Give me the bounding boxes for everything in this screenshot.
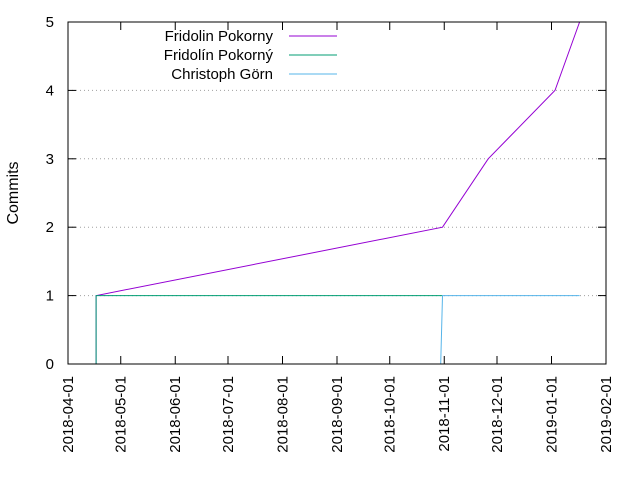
x-tick-label: 2018-04-01	[60, 376, 77, 453]
y-tick-label: 5	[46, 14, 54, 31]
y-axis-title: Commits	[5, 161, 22, 224]
series-line-1	[95, 295, 443, 364]
x-tick-label: 2018-06-01	[167, 376, 184, 453]
legend-label-2: Christoph Görn	[171, 66, 273, 83]
x-tick-label: 2018-08-01	[274, 376, 291, 453]
x-tick-label: 2019-02-01	[598, 376, 615, 453]
y-tick-label: 1	[46, 288, 54, 305]
y-axis: 0 1 2 3 4 5	[46, 14, 606, 373]
y-tick-label: 3	[46, 151, 54, 168]
legend: Fridolin Pokorny Fridolín Pokorný Christop…	[164, 28, 337, 83]
legend-label-0: Fridolin Pokorny	[165, 28, 274, 45]
x-tick-label: 2018-11-01	[436, 376, 453, 452]
x-tick-label: 2018-12-01	[489, 376, 506, 453]
y-tick-label: 0	[46, 356, 54, 373]
x-tick-label: 2019-01-01	[543, 376, 560, 453]
plot-frame	[67, 21, 607, 365]
x-tick-label: 2018-07-01	[220, 376, 237, 453]
series-line-0	[95, 21, 581, 364]
x-tick-label: 2018-05-01	[113, 376, 130, 453]
legend-label-1: Fridolín Pokorný	[164, 47, 274, 64]
series-line-2	[440, 295, 580, 365]
y-tick-label: 4	[46, 82, 54, 99]
x-tick-label: 2018-09-01	[329, 376, 346, 453]
series-lines	[95, 21, 581, 365]
y-tick-label: 2	[46, 219, 54, 236]
x-axis: 2018-04-01 2018-05-01 2018-06-01 2018-07-01…	[60, 22, 615, 453]
x-tick-label: 2018-10-01	[382, 376, 399, 453]
